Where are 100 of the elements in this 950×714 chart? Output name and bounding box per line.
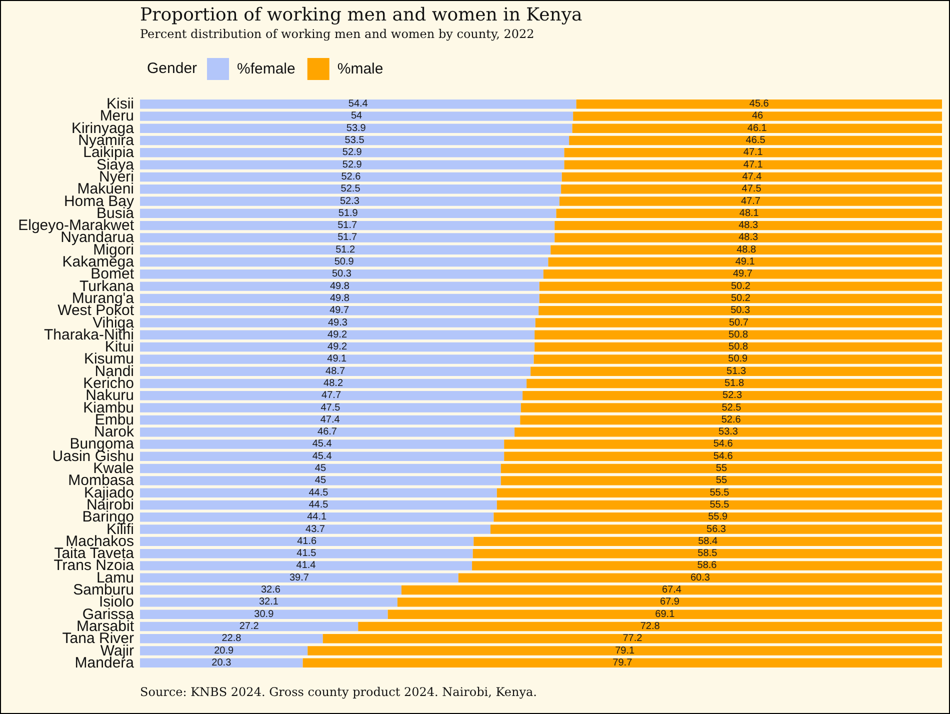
bar xyxy=(140,573,458,582)
bar xyxy=(514,427,942,437)
data-label: 49.2 xyxy=(328,342,348,353)
bar xyxy=(538,306,942,316)
data-label: 48.1 xyxy=(739,208,760,219)
data-label: 67.9 xyxy=(660,596,680,608)
bar xyxy=(490,524,942,534)
bar xyxy=(302,658,942,668)
data-label: 51.8 xyxy=(724,378,744,389)
data-label: 44.1 xyxy=(307,512,328,523)
bar xyxy=(458,573,942,582)
bar xyxy=(520,403,942,412)
bar xyxy=(140,136,570,146)
bar xyxy=(140,561,472,570)
bar xyxy=(140,634,323,644)
data-label: 79.7 xyxy=(612,657,633,668)
bar xyxy=(140,282,540,291)
data-label: 52.3 xyxy=(340,196,360,207)
bar xyxy=(140,622,358,632)
data-label: 47.5 xyxy=(742,184,762,195)
data-label: 49.7 xyxy=(330,305,350,316)
chart-title: Proportion of working men and women in Kenya xyxy=(140,4,583,26)
bar xyxy=(140,148,564,158)
data-label: 51.9 xyxy=(338,208,358,219)
data-label: 51.7 xyxy=(338,232,358,244)
data-label: 52.6 xyxy=(341,171,362,182)
data-label: 50.3 xyxy=(730,305,750,316)
data-label: 52.5 xyxy=(340,184,361,195)
bar xyxy=(539,294,942,304)
bar xyxy=(140,99,576,109)
data-label: 53.9 xyxy=(346,122,366,134)
data-label: 41.4 xyxy=(296,560,316,572)
data-label: 49.8 xyxy=(330,280,350,292)
data-label: 50.8 xyxy=(728,342,748,353)
data-label: 50.9 xyxy=(728,354,748,365)
bar xyxy=(140,233,555,242)
data-label: 54 xyxy=(350,110,363,122)
bar xyxy=(561,184,942,194)
data-label: 47.7 xyxy=(740,196,761,207)
bar xyxy=(562,172,942,182)
bar xyxy=(140,415,520,425)
chart-subtitle: Percent distribution of working men and women by county, 2022 xyxy=(140,27,534,41)
y-tick-label: Kirinyaga xyxy=(71,120,135,137)
bar xyxy=(140,610,388,619)
data-label: 45 xyxy=(314,475,326,486)
bar xyxy=(526,378,942,388)
data-label: 56.3 xyxy=(706,524,726,535)
bar xyxy=(500,464,942,474)
bar xyxy=(572,124,942,133)
data-label: 45 xyxy=(314,463,326,474)
data-label: 54.6 xyxy=(713,438,734,450)
bar xyxy=(140,464,501,474)
bar xyxy=(140,585,402,595)
bar xyxy=(322,634,942,644)
bar xyxy=(472,561,942,570)
data-label: 41.5 xyxy=(296,548,317,560)
bar xyxy=(504,440,942,449)
data-label: 47.5 xyxy=(320,402,341,414)
data-label: 49.8 xyxy=(330,292,350,304)
data-label: 44.5 xyxy=(308,499,329,510)
data-label: 49.2 xyxy=(328,329,348,340)
data-label: 55.5 xyxy=(710,499,730,510)
y-tick-label: Kajiado xyxy=(84,484,134,502)
data-label: 51.7 xyxy=(338,220,358,232)
y-tick-label: Vihiga xyxy=(92,314,135,332)
data-label: 54.6 xyxy=(713,450,734,462)
bar xyxy=(308,646,942,656)
data-label: 48.3 xyxy=(738,220,758,232)
data-label: 55 xyxy=(716,463,728,474)
data-label: 48.7 xyxy=(326,366,346,377)
bar xyxy=(500,476,942,486)
data-label: 50.7 xyxy=(728,317,749,328)
bar xyxy=(543,270,942,279)
data-label: 39.7 xyxy=(289,572,310,584)
data-label: 22.8 xyxy=(222,633,242,644)
bar xyxy=(140,354,534,364)
data-label: 48.2 xyxy=(324,378,344,389)
data-label: 49.1 xyxy=(327,354,348,365)
data-label: 41.6 xyxy=(297,536,317,547)
data-label: 72.8 xyxy=(640,620,660,632)
data-label: 51.3 xyxy=(726,366,746,377)
data-label: 30.9 xyxy=(254,608,274,620)
data-label: 60.3 xyxy=(690,572,710,584)
data-label: 50.9 xyxy=(334,256,354,268)
bar xyxy=(140,366,531,376)
bar xyxy=(140,172,562,182)
data-label: 79.1 xyxy=(615,645,635,656)
bar xyxy=(140,306,539,316)
data-label: 53.5 xyxy=(344,135,365,146)
bar xyxy=(534,330,942,340)
data-label: 58.6 xyxy=(697,560,718,572)
bar xyxy=(564,160,942,170)
bar xyxy=(534,354,942,364)
bar xyxy=(140,160,564,170)
data-label: 77.2 xyxy=(622,633,643,644)
data-label: 54.4 xyxy=(348,98,368,110)
bar xyxy=(530,366,942,376)
bar xyxy=(358,622,942,632)
bar xyxy=(140,330,535,340)
bar xyxy=(140,476,501,486)
